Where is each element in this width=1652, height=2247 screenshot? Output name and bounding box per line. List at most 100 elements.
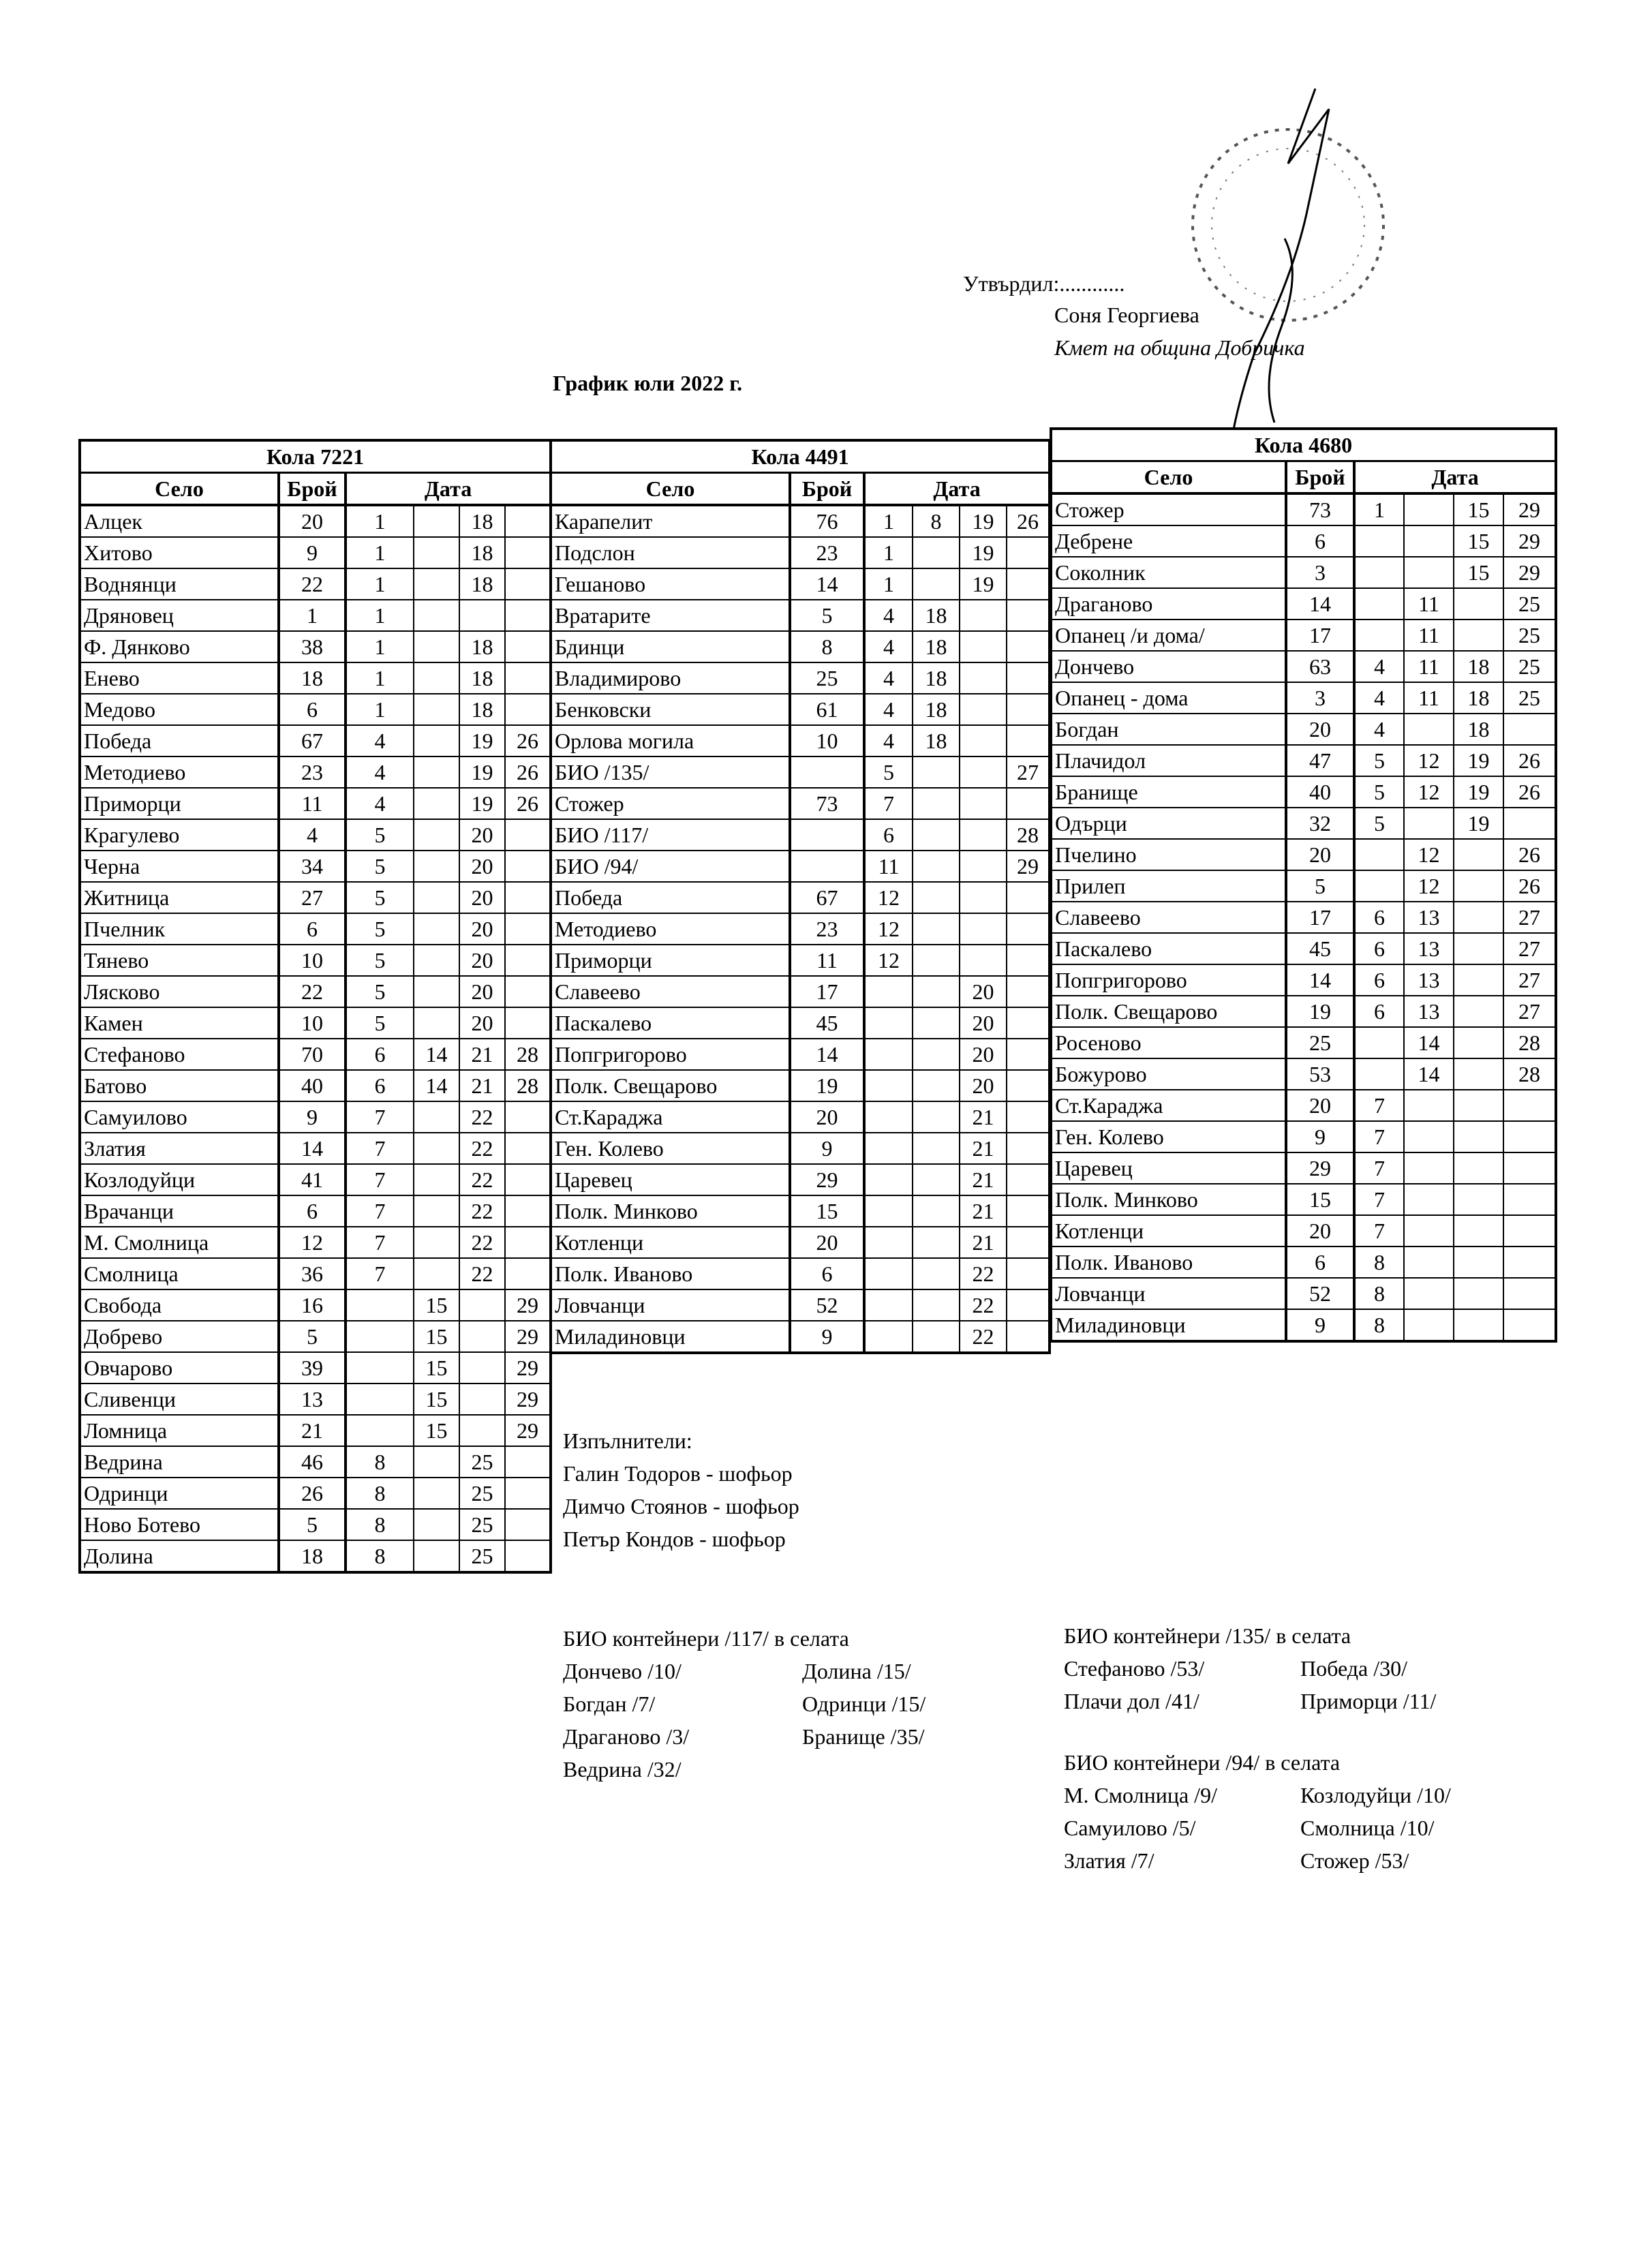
date-cell: 5 — [345, 881, 414, 914]
date-cell: 7 — [1353, 1183, 1405, 1216]
date-cell — [912, 1226, 960, 1259]
header-date: Дата — [1353, 460, 1557, 495]
date-cell: 1 — [345, 630, 414, 663]
village-cell: Воднянци — [79, 568, 280, 600]
vehicle-title: Кола 4491 — [549, 439, 1051, 474]
date-cell: 4 — [863, 630, 913, 663]
date-cell: 1 — [345, 536, 414, 569]
table-row: Камен 10 5 20 — [79, 1007, 552, 1039]
bio-village: Смолница /10/ — [1300, 1816, 1435, 1840]
table-row: Вратарите 5 4 18 — [550, 599, 1051, 632]
village-cell: Драганово — [1050, 587, 1287, 620]
date-cell: 1 — [345, 599, 414, 632]
date-cell: 28 — [504, 1069, 552, 1102]
count-cell: 6 — [1285, 1246, 1356, 1279]
vehicle-title: Кола 4680 — [1050, 427, 1557, 462]
date-cell — [504, 881, 552, 914]
date-cell: 29 — [504, 1289, 552, 1321]
date-cell — [1403, 1120, 1454, 1153]
table-row: Добрево 5 15 29 — [79, 1320, 552, 1353]
date-cell: 5 — [345, 944, 414, 977]
date-cell — [912, 1101, 960, 1133]
table-title-row: Кола 4680 — [1050, 427, 1557, 462]
date-cell — [959, 944, 1007, 977]
count-cell: 61 — [789, 693, 866, 726]
table-header-row: Село Брой Дата — [1050, 460, 1557, 495]
village-cell: Плачидол — [1050, 744, 1287, 777]
table-row: Полк. Иваново 6 22 — [550, 1257, 1051, 1290]
date-cell — [1005, 881, 1051, 914]
count-cell: 17 — [789, 975, 866, 1008]
village-cell: Стефаново — [79, 1038, 280, 1071]
date-cell — [504, 1132, 552, 1165]
date-cell: 27 — [1502, 995, 1557, 1028]
date-cell: 18 — [1453, 682, 1504, 714]
village-cell: Житница — [79, 881, 280, 914]
date-cell — [863, 1038, 913, 1071]
count-cell: 11 — [789, 944, 866, 977]
village-cell: Дряновец — [79, 599, 280, 632]
date-cell: 18 — [459, 693, 506, 726]
bio-village: Плачи дол /41/ — [1064, 1689, 1199, 1713]
date-cell — [1353, 870, 1405, 902]
executor: Галин Тодоров - шофьор — [563, 1461, 793, 1486]
count-cell: 73 — [1285, 493, 1356, 526]
date-cell — [1453, 932, 1504, 965]
date-cell: 22 — [959, 1289, 1007, 1321]
date-cell — [1005, 1007, 1051, 1039]
village-cell: Самуилово — [79, 1101, 280, 1133]
date-cell: 1 — [863, 568, 913, 600]
bio-village: Дончево /10/ — [563, 1659, 682, 1683]
date-cell: 27 — [1502, 901, 1557, 934]
date-cell — [459, 1289, 506, 1321]
date-cell: 11 — [1403, 682, 1454, 714]
date-cell: 22 — [459, 1226, 506, 1259]
date-cell — [1453, 870, 1504, 902]
date-cell: 20 — [459, 913, 506, 945]
table-row: Попгригорово 14 20 — [550, 1038, 1051, 1071]
date-cell: 12 — [1403, 870, 1454, 902]
date-cell: 29 — [1502, 493, 1557, 526]
date-cell: 8 — [345, 1477, 414, 1510]
header-village: Село — [550, 472, 791, 506]
bio-117-heading: БИО контейнери /117/ в селата — [563, 1626, 849, 1651]
date-cell: 1 — [863, 504, 913, 538]
village-cell: Крагулево — [79, 819, 280, 851]
date-cell — [345, 1289, 414, 1321]
table-row: Стефаново 70 6 14 21 28 — [79, 1038, 552, 1071]
date-cell: 8 — [912, 504, 960, 538]
date-cell: 7 — [345, 1163, 414, 1196]
table-row: Паскалево 45 6 13 27 — [1050, 932, 1557, 965]
table-row: Полк. Минково 15 21 — [550, 1195, 1051, 1227]
date-cell — [959, 819, 1007, 851]
table-header-row: Село Брой Дата — [79, 472, 552, 506]
bio-village: Козлодуйци /10/ — [1300, 1783, 1451, 1807]
date-cell: 20 — [959, 1069, 1007, 1102]
count-cell: 20 — [1285, 1214, 1356, 1247]
bio-village: Долина /15/ — [802, 1659, 911, 1683]
date-cell: 6 — [1353, 932, 1405, 965]
date-cell — [504, 850, 552, 883]
date-cell — [1005, 1069, 1051, 1102]
date-cell — [1005, 1195, 1051, 1227]
table-row: Карапелит 76 1 8 19 26 — [550, 504, 1051, 538]
date-cell: 15 — [1453, 556, 1504, 589]
date-cell: 14 — [1403, 1058, 1454, 1090]
table-row: БИО /135/5 27 — [550, 756, 1051, 789]
date-cell — [959, 850, 1007, 883]
date-cell — [912, 1038, 960, 1071]
village-cell: Черна — [79, 850, 280, 883]
date-cell: 1 — [345, 693, 414, 726]
table-row: Пчелино 20 12 26 — [1050, 838, 1557, 871]
count-cell: 16 — [278, 1289, 347, 1321]
table-row: Полк. Свещарово 19 6 13 27 — [1050, 995, 1557, 1028]
date-cell — [413, 756, 460, 789]
count-cell: 9 — [1285, 1309, 1356, 1342]
table-row: Тянево 10 5 20 — [79, 944, 552, 977]
date-cell: 5 — [345, 819, 414, 851]
date-cell: 12 — [863, 913, 913, 945]
bio-village: Приморци /11/ — [1300, 1689, 1437, 1713]
count-cell: 45 — [789, 1007, 866, 1039]
count-cell — [789, 819, 866, 851]
date-cell: 6 — [1353, 964, 1405, 996]
